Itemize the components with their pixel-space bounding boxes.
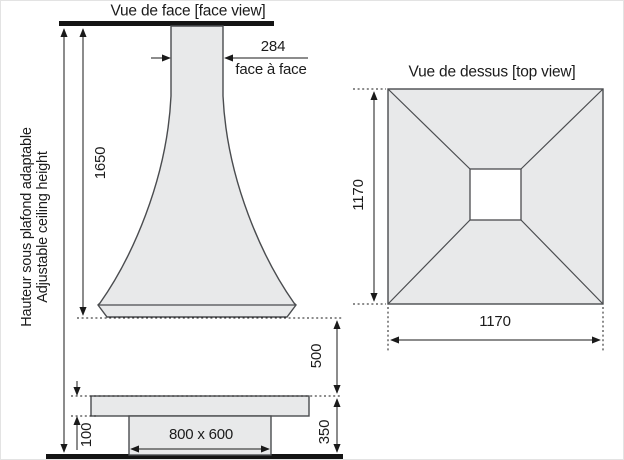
top-view-title: Vue de dessus [top view] bbox=[408, 63, 576, 81]
dim-lines-top-view bbox=[353, 88, 604, 353]
floor-line bbox=[46, 454, 343, 459]
dim-clearance-value: 500 bbox=[307, 343, 325, 369]
top-view-diagonal-sw bbox=[387, 219, 471, 305]
dim-lines-face-view bbox=[60, 28, 342, 453]
top-view-diagonal-nw bbox=[387, 88, 471, 170]
adjustable-height-label-en: Adjustable ceiling height bbox=[35, 151, 51, 303]
top-view-diagonal-ne bbox=[520, 88, 604, 170]
dim-top-view-width-value: 1170 bbox=[479, 312, 511, 330]
adjustable-height-label: Hauteur sous plafond adaptable Adjustabl… bbox=[19, 127, 52, 327]
dim-duct-width-sublabel: face à face bbox=[235, 60, 307, 78]
bench-slab bbox=[90, 395, 310, 417]
hood-silhouette bbox=[97, 25, 297, 318]
dim-bench-height-value: 350 bbox=[315, 419, 333, 445]
adjustable-height-label-fr: Hauteur sous plafond adaptable bbox=[19, 127, 36, 327]
dim-duct-width-value: 284 bbox=[260, 37, 286, 55]
top-view-shape bbox=[387, 88, 604, 305]
top-view-diagonal-se bbox=[520, 219, 604, 305]
dim-hearth-footprint-value: 800 x 600 bbox=[168, 425, 234, 443]
face-view-title: Vue de face [face view] bbox=[110, 2, 266, 20]
dim-bench-thickness-value: 100 bbox=[77, 422, 95, 448]
dim-hood-height-value: 1650 bbox=[91, 146, 109, 180]
ceiling-line bbox=[59, 21, 274, 26]
top-view-outer-square bbox=[387, 88, 604, 305]
dim-top-view-depth-value: 1170 bbox=[349, 179, 367, 211]
top-view-duct-opening bbox=[469, 168, 522, 221]
